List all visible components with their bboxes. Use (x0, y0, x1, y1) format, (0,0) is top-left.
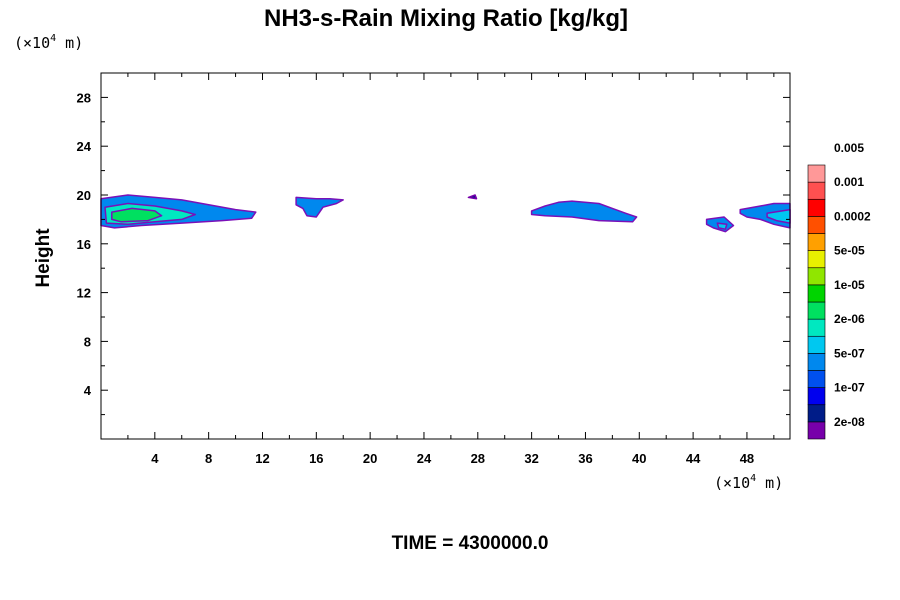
colorbar-swatch (807, 267, 826, 286)
x-unit-exponent: 4 (750, 473, 756, 484)
chart-title: NH3-s-Rain Mixing Ratio [kg/kg] (264, 5, 628, 32)
x-tick-label: 20 (363, 451, 377, 466)
x-tick-label: 8 (205, 451, 212, 466)
y-tick-label: 16 (77, 237, 91, 252)
x-tick-label: 4 (151, 451, 159, 466)
colorbar-swatch (807, 301, 826, 320)
colorbar-label: 0.0002 (834, 209, 871, 223)
contour-region-2 (111, 207, 163, 223)
colorbar-label: 0.001 (834, 175, 864, 189)
y-tick-label: 8 (84, 334, 91, 349)
colorbar-swatch (807, 387, 826, 406)
colorbar-label: 2e-06 (834, 312, 865, 326)
plot-frame (100, 72, 791, 440)
y-tick-label: 28 (77, 90, 91, 105)
contour-region-5 (530, 200, 638, 223)
colorbar-swatch (807, 404, 826, 423)
colorbar-label: 5e-05 (834, 244, 865, 258)
colorbar: 2e-08 1e-07 5e-07 2e-06 1e-05 5e-05 0.0002 0.00… (807, 141, 871, 440)
colorbar-swatch (807, 164, 826, 183)
colorbar-label: 5e-07 (834, 346, 865, 360)
y-tick-label: 24 (77, 139, 92, 154)
colorbar-swatch (807, 370, 826, 388)
contour-region-8 (739, 202, 791, 229)
y-unit-suffix: m) (56, 34, 83, 52)
x-tick-label: 40 (632, 451, 646, 466)
y-axis-unit: (×104 m) (14, 33, 83, 52)
x-tick-label: 36 (578, 451, 592, 466)
contour-region-9 (766, 208, 791, 224)
contour-region-4 (467, 194, 478, 200)
x-tick-label: 24 (417, 451, 432, 466)
y-unit-exponent: 4 (50, 33, 56, 44)
x-tick-label: 32 (524, 451, 538, 466)
colorbar-swatch (807, 353, 826, 371)
x-tick-label: 16 (309, 451, 323, 466)
contour-region-7 (716, 222, 728, 230)
colorbar-swatch (807, 284, 826, 303)
colorbar-swatch (807, 335, 826, 354)
colorbar-swatch (807, 216, 826, 234)
y-unit-prefix: (×10 (14, 34, 50, 52)
colorbar-label: 0.005 (834, 141, 864, 155)
y-axis-ticks: 4 8 12 16 20 24 28 (77, 90, 790, 416)
colorbar-swatch (807, 181, 826, 200)
colorbar-swatch (807, 233, 826, 251)
x-tick-label: 28 (471, 451, 485, 466)
contour-region-3 (295, 196, 344, 218)
time-label: TIME = 4300000.0 (392, 533, 549, 554)
colorbar-swatch (807, 198, 826, 217)
y-tick-label: 4 (84, 383, 92, 398)
x-unit-suffix: m) (756, 474, 783, 492)
colorbar-swatch (807, 250, 826, 269)
y-tick-label: 12 (77, 286, 91, 301)
x-axis-ticks: 4 8 12 16 20 24 28 32 36 40 44 48 (127, 73, 775, 466)
y-tick-label: 20 (77, 188, 91, 203)
colorbar-swatch (807, 318, 826, 337)
x-axis-unit: (×104 m) (714, 473, 783, 492)
plot-area (101, 73, 790, 439)
x-unit-prefix: (×10 (714, 474, 750, 492)
contour-fill-layer (100, 194, 791, 233)
x-tick-label: 44 (686, 451, 701, 466)
colorbar-label: 1e-07 (834, 381, 865, 395)
x-tick-label: 48 (740, 451, 754, 466)
y-axis-label: Height (33, 228, 54, 288)
colorbar-label: 2e-08 (834, 415, 865, 429)
colorbar-label: 1e-05 (834, 278, 865, 292)
colorbar-swatch (807, 421, 826, 440)
x-tick-label: 12 (255, 451, 269, 466)
